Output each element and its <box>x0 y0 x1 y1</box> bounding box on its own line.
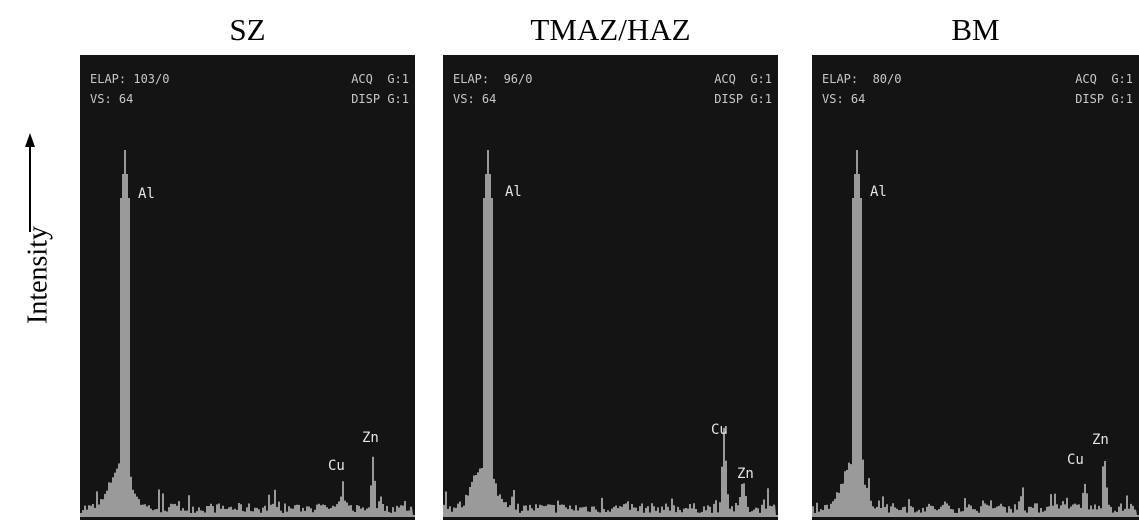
elapsed: ELAP: 103/0 <box>90 72 169 86</box>
peak-label: Cu <box>328 458 345 474</box>
elapsed: ELAP: 80/0 <box>822 72 901 86</box>
panel-title: TMAZ/HAZ <box>530 12 690 47</box>
axis-arrowhead <box>25 133 35 147</box>
peak-label: Cu <box>1067 452 1084 468</box>
peak-label: Al <box>138 186 155 202</box>
panel-title: SZ <box>229 12 265 47</box>
peak-label: Cu <box>711 422 728 438</box>
vertical-scale: VS: 64 <box>90 92 133 106</box>
peak-label: Zn <box>1092 432 1109 448</box>
acquisition: ACQ G:1 <box>714 72 772 86</box>
display: DISP G:1 <box>714 92 772 106</box>
display: DISP G:1 <box>1075 92 1133 106</box>
vertical-scale: VS: 64 <box>822 92 865 106</box>
peak-label: Al <box>870 184 887 200</box>
spectrum-screen <box>80 55 415 520</box>
acquisition: ACQ G:1 <box>1075 72 1133 86</box>
peak-label: Zn <box>362 430 379 446</box>
vertical-scale: VS: 64 <box>453 92 496 106</box>
elapsed: ELAP: 96/0 <box>453 72 532 86</box>
panel-title: BM <box>951 12 999 47</box>
peak-label: Al <box>505 184 522 200</box>
figure: Intensity SZ ELAP: 103/0 VS: 64 ACQ G:1 DISP… <box>0 0 1139 524</box>
acquisition: ACQ G:1 <box>351 72 409 86</box>
display: DISP G:1 <box>351 92 409 106</box>
y-axis-label: Intensity <box>22 226 53 324</box>
spectrum-screen <box>443 55 778 520</box>
peak-label: Zn <box>737 466 754 482</box>
